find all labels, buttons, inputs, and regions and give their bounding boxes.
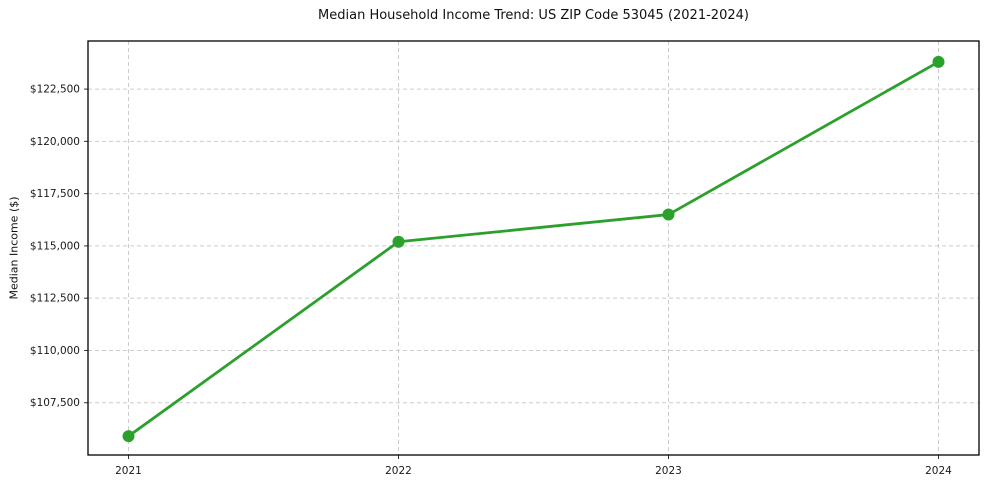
- y-tick-label: $117,500: [30, 188, 80, 200]
- y-tick-label: $122,500: [30, 84, 80, 96]
- data-point-marker: [392, 235, 405, 248]
- y-tick-label: $115,000: [30, 240, 80, 252]
- y-tick-label: $120,000: [30, 136, 80, 148]
- y-tick-label: $110,000: [30, 345, 80, 357]
- x-tick-label: 2023: [655, 465, 682, 477]
- y-tick-label: $112,500: [30, 293, 80, 305]
- plot-border: [87, 40, 980, 456]
- data-point-marker: [932, 55, 945, 68]
- data-point-marker: [122, 430, 135, 443]
- x-tick-label: 2024: [925, 465, 952, 477]
- data-point-marker: [662, 208, 675, 221]
- trend-line: [127, 60, 940, 438]
- y-tick-label: $107,500: [30, 397, 80, 409]
- x-tick-label: 2021: [115, 465, 142, 477]
- chart-title: Median Household Income Trend: US ZIP Co…: [318, 8, 749, 23]
- x-tick-label: 2022: [385, 465, 412, 477]
